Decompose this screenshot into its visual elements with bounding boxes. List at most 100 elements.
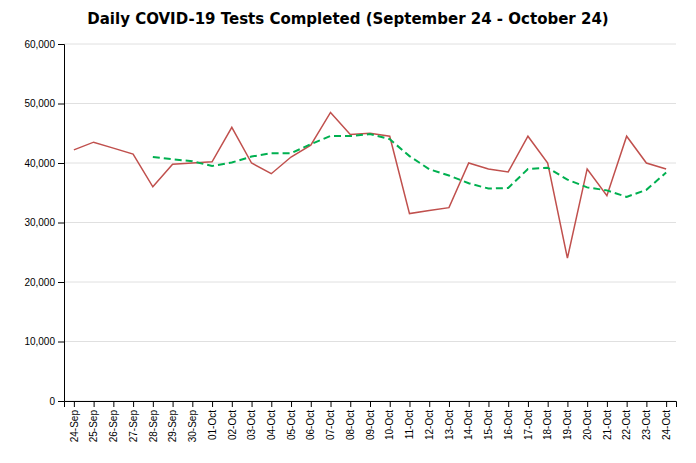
x-tick-mark xyxy=(646,401,647,407)
x-tick-mark xyxy=(113,401,114,407)
y-tick-label: 30,000 xyxy=(24,217,55,228)
x-tick-label: 25-Sep xyxy=(88,410,99,443)
x-tick: 30-Sep xyxy=(187,401,198,442)
x-tick: 19-Oct xyxy=(562,401,573,440)
x-tick-mark xyxy=(74,401,75,407)
x-tick-mark xyxy=(548,401,549,407)
x-tick-label: 18-Oct xyxy=(542,410,553,440)
x-tick: 29-Sep xyxy=(167,401,178,442)
x-tick: 15-Oct xyxy=(483,401,494,440)
x-tick: 25-Sep xyxy=(88,401,99,442)
x-tick-mark xyxy=(331,401,332,407)
y-tick: 50,000 xyxy=(24,98,64,109)
x-tick-mark xyxy=(567,401,568,407)
y-tick-mark xyxy=(58,401,64,402)
x-tick: 27-Sep xyxy=(128,401,139,442)
x-tick-mark xyxy=(607,401,608,407)
x-tick: 26-Sep xyxy=(108,401,119,442)
x-tick-label: 12-Oct xyxy=(424,410,435,440)
x-tick: 07-Oct xyxy=(325,401,336,440)
x-tick: 23-Oct xyxy=(641,401,652,440)
x-tick: 20-Oct xyxy=(582,401,593,440)
x-tick-label: 30-Sep xyxy=(187,410,198,443)
y-tick: 20,000 xyxy=(24,277,64,288)
x-tick: 14-Oct xyxy=(463,401,474,440)
x-tick: 21-Oct xyxy=(602,401,613,440)
y-tick-mark xyxy=(58,282,64,283)
x-tick-mark xyxy=(488,401,489,407)
grid-line xyxy=(64,103,676,104)
x-tick: 03-Oct xyxy=(246,401,257,440)
x-tick-mark xyxy=(429,401,430,407)
x-tick-label: 09-Oct xyxy=(365,410,376,440)
y-tick: 10,000 xyxy=(24,336,64,347)
y-tick: 60,000 xyxy=(24,39,64,50)
lines xyxy=(74,112,666,258)
x-tick-label: 14-Oct xyxy=(463,410,474,440)
y-tick-mark xyxy=(58,223,64,224)
series-line xyxy=(153,134,666,197)
x-tick-label: 19-Oct xyxy=(562,410,573,440)
grid-line xyxy=(64,282,676,283)
x-tick-label: 08-Oct xyxy=(345,410,356,440)
x-tick-mark xyxy=(311,401,312,407)
x-tick: 13-Oct xyxy=(444,401,455,440)
x-tick-label: 21-Oct xyxy=(602,410,613,440)
x-tick-mark xyxy=(409,401,410,407)
x-tick-mark xyxy=(587,401,588,407)
y-tick: 30,000 xyxy=(24,217,64,228)
y-tick-label: 20,000 xyxy=(24,277,55,288)
x-tick-mark xyxy=(370,401,371,407)
x-tick-label: 15-Oct xyxy=(483,410,494,440)
x-tick-mark xyxy=(173,401,174,407)
x-tick-label: 10-Oct xyxy=(384,410,395,440)
x-tick-mark xyxy=(449,401,450,407)
x-tick: 24-Oct xyxy=(661,401,672,440)
x-tick: 11-Oct xyxy=(404,401,415,439)
y-tick: 0 xyxy=(49,396,64,407)
x-tick: 10-Oct xyxy=(384,401,395,440)
x-tick-label: 24-Sep xyxy=(69,410,80,443)
x-tick-label: 29-Sep xyxy=(167,410,178,443)
y-axis: 0 10,000 20,000 30,000 40,000 50,000 60,000 xyxy=(24,39,64,407)
x-tick: 09-Oct xyxy=(365,401,376,440)
title: Daily COVID-19 Tests Completed (Septembe… xyxy=(87,10,608,28)
y-tick-mark xyxy=(58,163,64,164)
x-tick-label: 07-Oct xyxy=(325,410,336,440)
y-axis-line xyxy=(58,45,65,402)
x-axis: 24-Sep 25-Sep 26-Sep 27-Sep 28-Sep 29-Sep 30-S… xyxy=(65,401,677,442)
x-tick-label: 28-Sep xyxy=(148,410,159,443)
chart: 0 10,000 20,000 30,000 40,000 50,000 60,000 24-… xyxy=(0,0,696,463)
plot: 0 10,000 20,000 30,000 40,000 50,000 60,000 24-… xyxy=(24,39,676,443)
x-tick: 04-Oct xyxy=(266,401,277,440)
x-tick: 22-Oct xyxy=(621,401,632,440)
series-line xyxy=(74,112,666,258)
x-tick-mark xyxy=(291,401,292,407)
x-tick-mark xyxy=(508,401,509,407)
x-tick-label: 16-Oct xyxy=(503,410,514,440)
x-tick-label: 23-Oct xyxy=(641,410,652,440)
x-tick-mark xyxy=(192,401,193,407)
x-tick-label: 13-Oct xyxy=(444,410,455,440)
x-tick-label: 05-Oct xyxy=(286,410,297,440)
x-tick: 24-Sep xyxy=(69,401,80,442)
x-axis-line xyxy=(65,402,677,408)
x-tick-label: 03-Oct xyxy=(246,410,257,440)
x-tick: 28-Sep xyxy=(148,401,159,442)
x-tick: 02-Oct xyxy=(227,401,238,440)
grid-line xyxy=(64,222,676,223)
x-tick: 05-Oct xyxy=(286,401,297,440)
x-tick-mark xyxy=(390,401,391,407)
y-tick-label: 50,000 xyxy=(24,98,55,109)
x-tick-label: 20-Oct xyxy=(582,410,593,440)
grid xyxy=(64,44,676,401)
x-tick-mark xyxy=(627,401,628,407)
y-tick-label: 40,000 xyxy=(24,158,55,169)
x-tick: 08-Oct xyxy=(345,401,356,440)
x-tick-mark xyxy=(252,401,253,407)
y-tick-mark xyxy=(58,104,64,105)
y-tick-label: 60,000 xyxy=(24,39,55,50)
x-tick: 18-Oct xyxy=(542,401,553,440)
x-tick: 12-Oct xyxy=(424,401,435,440)
x-tick-label: 26-Sep xyxy=(108,410,119,443)
